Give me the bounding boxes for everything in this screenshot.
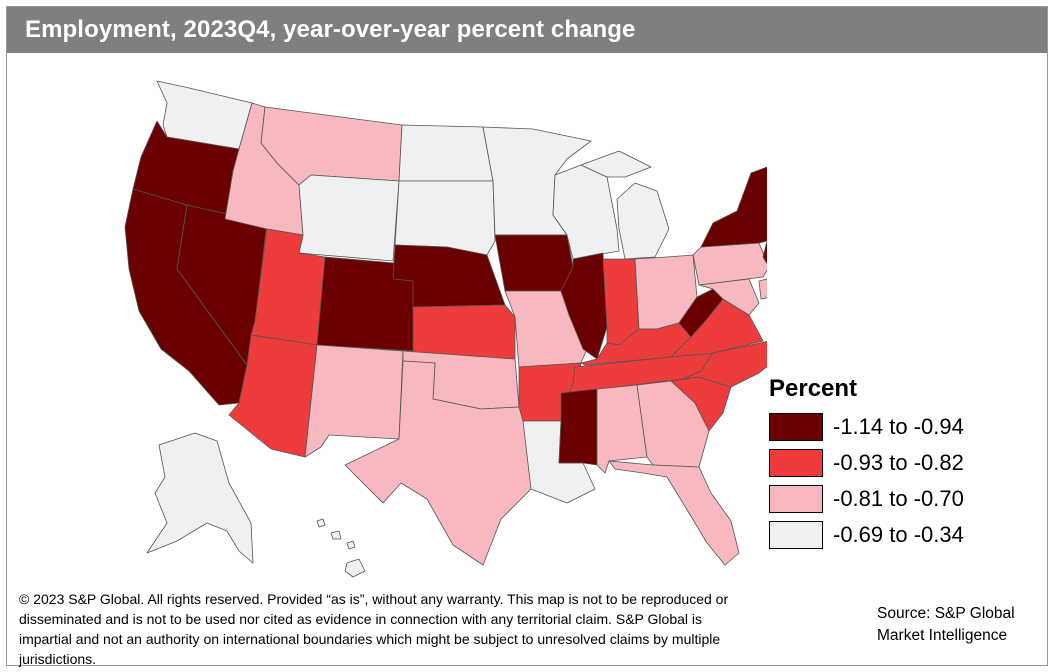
- legend-swatch: [769, 521, 823, 549]
- legend-item: -0.93 to -0.82: [769, 445, 964, 481]
- map-title: Employment, 2023Q4, year-over-year perce…: [25, 16, 636, 43]
- legend-item: -1.14 to -0.94: [769, 409, 964, 445]
- state-KS: [412, 304, 516, 360]
- map-figure: Employment, 2023Q4, year-over-year perce…: [6, 6, 1048, 669]
- state-ND: [398, 124, 494, 182]
- legend: Percent -1.14 to -0.94 -0.93 to -0.82 -0…: [769, 375, 964, 553]
- state-NC: [682, 341, 767, 388]
- source-note: Source: S&P Global Market Intelligence: [877, 603, 1015, 647]
- legend-swatch: [769, 413, 823, 441]
- disclaimer-line: © 2023 S&P Global. All rights reserved. …: [19, 591, 729, 607]
- state-TX: [344, 360, 532, 566]
- legend-item: -0.81 to -0.70: [769, 481, 964, 517]
- legend-label: -0.69 to -0.34: [833, 522, 964, 547]
- state-HI: [316, 518, 366, 578]
- disclaimer-line: disseminated and is not to be used nor c…: [19, 611, 702, 627]
- state-IN: [602, 258, 640, 346]
- state-MD: [698, 278, 760, 316]
- legend-swatch: [769, 449, 823, 477]
- state-NY: [700, 166, 767, 248]
- source-line: Market Intelligence: [877, 627, 1008, 644]
- disclaimer-line: impartial and not an authority on intern…: [19, 631, 721, 647]
- state-AK: [146, 432, 254, 564]
- state-SD: [394, 180, 496, 256]
- state-MS: [558, 388, 598, 466]
- state-IA: [494, 234, 574, 292]
- state-WY: [298, 174, 400, 262]
- state-MI: [580, 150, 670, 260]
- source-line: Source: S&P Global: [877, 605, 1015, 622]
- state-NJ: [762, 240, 767, 280]
- legend-label: -0.93 to -0.82: [833, 450, 964, 475]
- legend-item: -0.69 to -0.34: [769, 517, 964, 553]
- legend-swatch: [769, 485, 823, 513]
- state-NM: [304, 344, 404, 458]
- title-bar: Employment, 2023Q4, year-over-year perce…: [7, 7, 1047, 53]
- us-choropleth-map: [124, 80, 767, 578]
- legend-label: -1.14 to -0.94: [833, 414, 964, 439]
- legend-title: Percent: [769, 375, 858, 402]
- state-PA: [692, 242, 767, 286]
- disclaimer-line: jurisdictions.: [19, 651, 97, 667]
- legend-label: -0.81 to -0.70: [833, 486, 964, 511]
- state-FL: [608, 460, 740, 566]
- copyright-disclaimer: © 2023 S&P Global. All rights reserved. …: [19, 589, 849, 669]
- state-DE: [758, 278, 767, 300]
